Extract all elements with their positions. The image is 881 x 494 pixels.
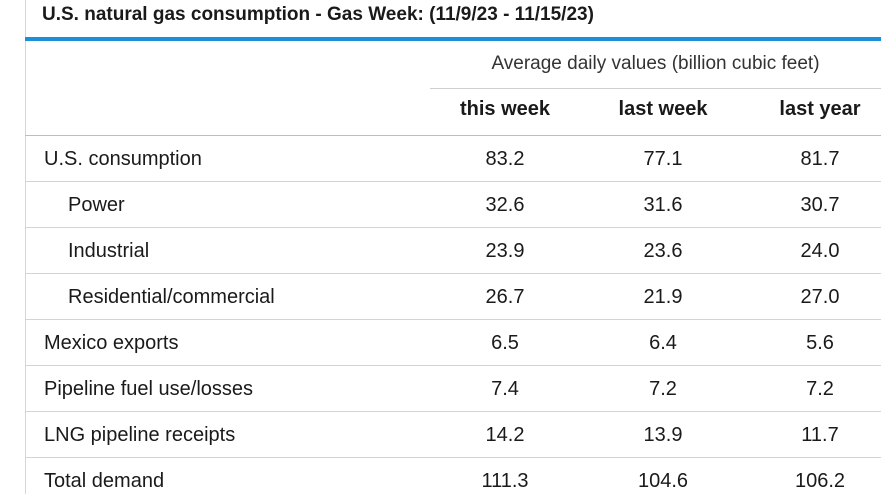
title-rule — [25, 37, 881, 41]
table-title: U.S. natural gas consumption - Gas Week:… — [42, 4, 594, 25]
row-value-last-year: 106.2 — [794, 470, 846, 492]
row-value-last-year: 27.0 — [800, 286, 840, 308]
row-value-this-week: 83.2 — [485, 148, 525, 170]
column-header-last-year: last year — [779, 98, 861, 120]
table-frame — [25, 0, 881, 494]
row-label: Industrial — [68, 240, 150, 262]
group-header: Average daily values (billion cubic feet… — [491, 53, 820, 74]
row-value-last-week: 7.2 — [649, 378, 677, 400]
row-value-last-year: 81.7 — [800, 148, 840, 170]
group-header-rule — [430, 88, 881, 89]
table-row: Mexico exports 6.5 6.4 5.6 — [25, 320, 881, 366]
row-value-this-week: 7.4 — [491, 378, 519, 400]
row-value-last-year: 11.7 — [801, 424, 839, 446]
row-label: Pipeline fuel use/losses — [44, 378, 254, 400]
row-label: Total demand — [44, 470, 165, 492]
row-value-this-week: 26.7 — [485, 286, 525, 308]
row-value-last-week: 21.9 — [643, 286, 683, 308]
row-value-this-week: 23.9 — [485, 240, 525, 262]
column-header-last-week: last week — [618, 98, 708, 120]
table-row: Power 32.6 31.6 30.7 — [25, 182, 881, 228]
row-value-this-week: 111.3 — [481, 470, 529, 492]
table-row: Residential/commercial 26.7 21.9 27.0 — [25, 274, 881, 320]
header-rule — [25, 135, 881, 136]
row-value-last-week: 31.6 — [643, 194, 683, 216]
row-value-last-year: 7.2 — [806, 378, 834, 400]
row-label: LNG pipeline receipts — [44, 424, 236, 446]
row-value-this-week: 6.5 — [491, 332, 519, 354]
table-row: Pipeline fuel use/losses 7.4 7.2 7.2 — [25, 366, 881, 412]
row-label: Power — [68, 194, 125, 216]
row-label: U.S. consumption — [44, 148, 202, 170]
row-value-last-year: 5.6 — [806, 332, 834, 354]
table-row: U.S. consumption 83.2 77.1 81.7 — [25, 136, 881, 182]
row-value-this-week: 32.6 — [485, 194, 525, 216]
row-value-last-year: 30.7 — [800, 194, 840, 216]
row-value-last-week: 13.9 — [643, 424, 683, 446]
row-value-last-week: 6.4 — [649, 332, 677, 354]
row-value-last-week: 77.1 — [643, 148, 683, 170]
table-row: LNG pipeline receipts 14.2 13.9 11.7 — [25, 412, 881, 458]
row-label: Mexico exports — [44, 332, 179, 354]
row-value-this-week: 14.2 — [485, 424, 525, 446]
row-value-last-week: 104.6 — [637, 470, 689, 492]
row-label: Residential/commercial — [68, 286, 275, 308]
row-value-last-year: 24.0 — [800, 240, 840, 262]
table-row: Industrial 23.9 23.6 24.0 — [25, 228, 881, 274]
row-value-last-week: 23.6 — [643, 240, 683, 262]
table-row: Total demand 111.3 104.6 106.2 — [25, 458, 881, 494]
column-header-this-week: this week — [459, 98, 551, 120]
